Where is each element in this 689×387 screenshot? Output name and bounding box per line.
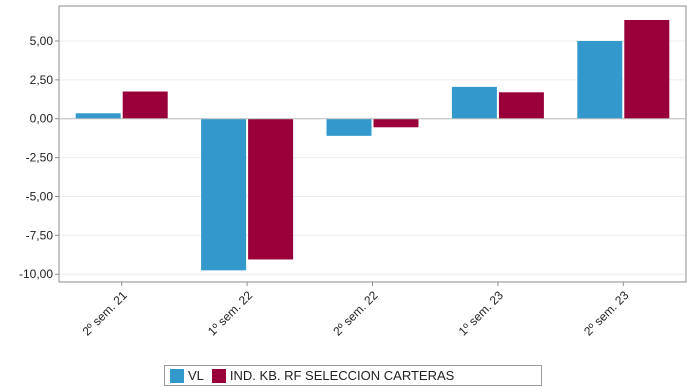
bar-vl-0 [75,113,121,119]
y-tick-label: 0,00 [30,112,54,126]
x-tick-label: 1º sem. 22 [205,288,255,338]
x-tick-label: 2º sem. 22 [330,288,380,338]
legend-label-vl: VL [188,368,204,383]
bar-index-0 [122,91,168,119]
bar-vl-3 [451,86,497,119]
y-tick-label: -10,00 [19,267,53,281]
bar-index-1 [248,118,294,260]
legend-swatch-vl [170,368,184,383]
bar-vl-1 [201,118,247,271]
y-tick-label: -2,50 [26,151,54,165]
x-tick-label: 2º sem. 21 [80,288,130,338]
bar-vl-2 [326,118,372,136]
y-axis: 5,00 2,50 0,00 -2,50 -5,00 -7,50 -10,00 [19,34,59,281]
x-tick-label: 2º sem. 23 [581,288,631,338]
legend-swatch-index [211,368,226,383]
legend-label-index: IND. KB. RF SELECCION CARTERAS [229,368,455,383]
bar-index-3 [498,92,544,119]
legend: VL IND. KB. RF SELECCION CARTERAS [164,365,542,386]
y-tick-label: 5,00 [30,34,54,48]
bar-index-4 [624,19,670,119]
legend-item-vl: VL [170,368,204,383]
x-tick-label: 1º sem. 23 [456,288,506,338]
y-tick-label: 2,50 [30,73,54,87]
y-tick-label: -7,50 [26,228,54,242]
x-axis: 2º sem. 21 1º sem. 22 2º sem. 22 1º sem. 23… [80,282,632,338]
bar-vl-4 [577,40,623,119]
legend-item-index: IND. KB. RF SELECCION CARTERAS [211,368,455,383]
bars [75,19,670,271]
bar-index-2 [373,118,419,128]
y-tick-label: -5,00 [26,189,54,203]
